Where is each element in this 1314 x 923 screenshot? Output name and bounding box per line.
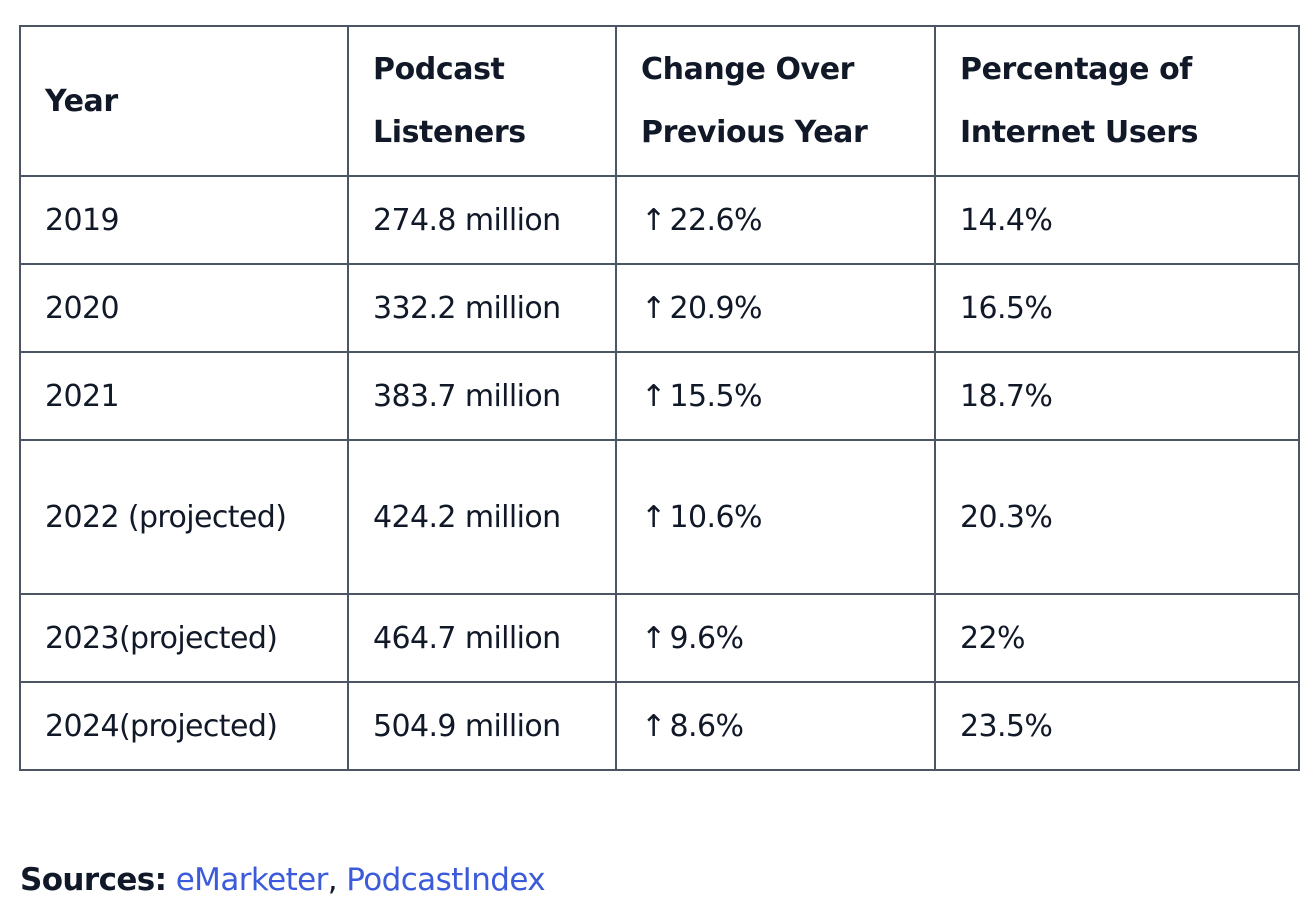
header-year: Year — [19, 25, 349, 177]
change-value: 8.6% — [669, 708, 744, 744]
cell-year: 2021 — [19, 351, 349, 441]
cell-percentage: 20.3% — [934, 439, 1300, 595]
table-body: 2019 274.8 million ↑ 22.6% 14.4% 2020 332… — [19, 175, 1300, 771]
cell-year: 2023(projected) — [19, 593, 349, 683]
header-percentage-of-internet-users: Percentage of Internet Users — [934, 25, 1300, 177]
cell-listeners: 504.9 million — [347, 681, 617, 771]
header-change-over-previous-year: Change Over Previous Year — [615, 25, 936, 177]
cell-year: 2024(projected) — [19, 681, 349, 771]
arrow-up-icon: ↑ — [641, 202, 666, 238]
sources-label: Sources: — [20, 862, 167, 898]
table-row: 2024(projected) 504.9 million ↑ 8.6% 23.5… — [19, 681, 1300, 771]
cell-percentage: 16.5% — [934, 263, 1300, 353]
table-header: Year Podcast Listeners Change Over Previ… — [19, 25, 1300, 177]
cell-listeners: 424.2 million — [347, 439, 617, 595]
cell-change: ↑ 9.6% — [615, 593, 936, 683]
arrow-up-icon: ↑ — [641, 708, 666, 744]
cell-percentage: 22% — [934, 593, 1300, 683]
source-link-emarketer[interactable]: eMarketer — [175, 862, 329, 898]
table-row: 2021 383.7 million ↑ 15.5% 18.7% — [19, 351, 1300, 441]
cell-listeners: 332.2 million — [347, 263, 617, 353]
cell-year: 2020 — [19, 263, 349, 353]
cell-percentage: 14.4% — [934, 175, 1300, 265]
cell-listeners: 274.8 million — [347, 175, 617, 265]
change-value: 10.6% — [669, 499, 763, 535]
header-podcast-listeners: Podcast Listeners — [347, 25, 617, 177]
table-row: 2019 274.8 million ↑ 22.6% 14.4% — [19, 175, 1300, 265]
sources-line: Sources: eMarketer, PodcastIndex — [20, 858, 546, 902]
arrow-up-icon: ↑ — [641, 378, 666, 414]
arrow-up-icon: ↑ — [641, 499, 666, 535]
table-row: 2023(projected) 464.7 million ↑ 9.6% 22% — [19, 593, 1300, 683]
table-row: 2020 332.2 million ↑ 20.9% 16.5% — [19, 263, 1300, 353]
change-value: 22.6% — [669, 202, 763, 238]
cell-change: ↑ 10.6% — [615, 439, 936, 595]
source-link-podcastindex[interactable]: PodcastIndex — [346, 862, 546, 898]
cell-change: ↑ 15.5% — [615, 351, 936, 441]
arrow-up-icon: ↑ — [641, 290, 666, 326]
podcast-listeners-table: Year Podcast Listeners Change Over Previ… — [19, 25, 1300, 771]
cell-percentage: 18.7% — [934, 351, 1300, 441]
sources-separator: , — [327, 862, 338, 898]
cell-change: ↑ 8.6% — [615, 681, 936, 771]
change-value: 15.5% — [669, 378, 763, 414]
cell-listeners: 383.7 million — [347, 351, 617, 441]
cell-year: 2022 (projected) — [19, 439, 349, 595]
cell-year: 2019 — [19, 175, 349, 265]
cell-change: ↑ 22.6% — [615, 175, 936, 265]
table-row: 2022 (projected) 424.2 million ↑ 10.6% 20… — [19, 439, 1300, 595]
cell-percentage: 23.5% — [934, 681, 1300, 771]
change-value: 20.9% — [669, 290, 763, 326]
header-row: Year Podcast Listeners Change Over Previ… — [19, 25, 1300, 177]
arrow-up-icon: ↑ — [641, 620, 666, 656]
cell-change: ↑ 20.9% — [615, 263, 936, 353]
change-value: 9.6% — [669, 620, 744, 656]
cell-listeners: 464.7 million — [347, 593, 617, 683]
